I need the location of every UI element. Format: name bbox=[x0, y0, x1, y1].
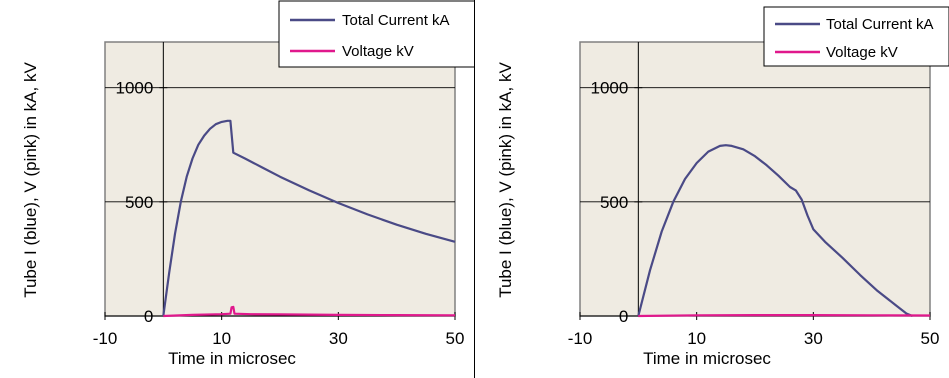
chart-1-legend-label-0: Total Current kA bbox=[826, 16, 934, 33]
chart-1-y-axis-title: Tube I (blue), V (pink) in kA, kV bbox=[496, 62, 515, 298]
chart-1-series-line-1 bbox=[638, 314, 931, 318]
chart-0-x-tick-label--10: -10 bbox=[93, 329, 118, 348]
chart-0-x-tick-label-10: 10 bbox=[212, 329, 231, 348]
chart-1-legend-box bbox=[763, 6, 949, 67]
chart-1-legend-label-1: Voltage kV bbox=[826, 44, 898, 61]
chart-0-x-axis-title: Time in microsec bbox=[168, 349, 296, 368]
chart-1-y-tick-label-0: 0 bbox=[619, 307, 628, 326]
chart-1-y-tick-label-500: 500 bbox=[600, 193, 628, 212]
chart-1-x-tick-label-10: 10 bbox=[687, 329, 706, 348]
chart-0-y-tick-label-500: 500 bbox=[125, 193, 153, 212]
chart-1-x-tick-label-50: 50 bbox=[921, 329, 940, 348]
chart-0-series-line-0 bbox=[162, 119, 456, 317]
chart-0-legend-label-0: Total Current kA bbox=[342, 12, 450, 29]
chart-0-x-tick-label-50: 50 bbox=[446, 329, 465, 348]
chart-1-series-line-0 bbox=[637, 144, 913, 318]
panel-divider bbox=[474, 0, 475, 378]
chart-panel-right: -10 10 30 50 0 500 1000 Time in microsec Tube I … bbox=[475, 0, 949, 378]
chart-0-legend-box bbox=[278, 0, 474, 68]
chart-1-x-axis-title: Time in microsec bbox=[643, 349, 771, 368]
chart-0-y-tick-label-0: 0 bbox=[144, 307, 153, 326]
chart-1-x-tick-label--10: -10 bbox=[568, 329, 593, 348]
chart-1-plot-area bbox=[579, 41, 931, 317]
chart-0-series-line-1 bbox=[163, 305, 456, 318]
chart-0-x-tick-label-30: 30 bbox=[329, 329, 348, 348]
chart-0-y-tick-label-1000: 1000 bbox=[116, 79, 154, 98]
chart-panel-left: -10 10 30 50 0 500 1000 Time in microsec Tube I … bbox=[0, 0, 474, 378]
chart-1-y-tick-label-1000: 1000 bbox=[591, 79, 629, 98]
chart-0-legend-label-1: Voltage kV bbox=[342, 43, 414, 60]
chart-1-x-tick-label-30: 30 bbox=[804, 329, 823, 348]
chart-0-plot-area bbox=[104, 41, 456, 317]
chart-0-y-axis-title: Tube I (blue), V (pink) in kA, kV bbox=[21, 62, 40, 298]
